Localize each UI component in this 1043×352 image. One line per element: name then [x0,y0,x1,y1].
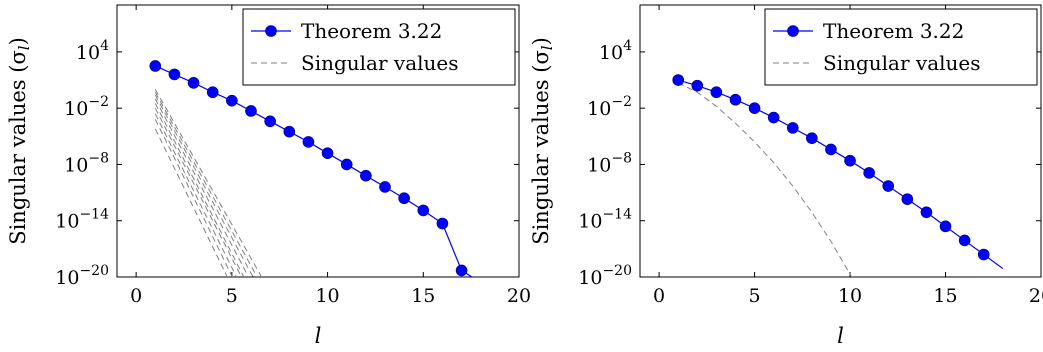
theorem-point [226,94,238,107]
y-tick-label: 104 [76,38,109,64]
singular-values-line [154,89,263,277]
theorem-point [302,136,315,148]
x-tick-label: 0 [130,285,142,307]
legend: Theorem 3.22 Singular values [242,8,516,86]
singular-values-line [154,103,245,277]
y-tick-label: 10−2 [64,94,109,120]
x-tick-label: 5 [226,285,238,307]
singular-values-line [154,128,228,277]
x-tick-label: 0 [653,285,665,307]
y-tick-label: 10−20 [578,263,632,289]
singular-values-line [677,82,853,277]
theorem-point [748,102,761,114]
singular-values-line [154,113,238,277]
theorem-point [672,74,684,86]
y-tick-label: 10−8 [64,150,109,176]
legend-theorem-label: Theorem 3.22 [301,19,442,43]
y-axis-label: Singular values (σl) [6,37,33,245]
singular-values-line [154,91,258,277]
legend-theorem-marker [787,25,799,37]
plot-frame [116,4,520,278]
theorem-point [455,264,468,277]
theorem-point [710,86,723,99]
singular-values-line [154,98,250,277]
x-tick-label: 10 [315,285,339,307]
theorem-point [939,220,952,233]
theorem-point [264,115,276,128]
legend-theorem-marker [265,25,277,37]
theorem-line [678,79,1004,270]
theorem-point [977,248,990,261]
theorem-point [436,217,449,230]
y-tick-label: 104 [599,38,632,64]
theorem-point [187,77,200,89]
theorem-point [245,105,257,117]
y-tick-label: 10−2 [587,94,632,120]
theorem-point [379,181,391,193]
theorem-point [786,122,799,134]
x-tick-label: 15 [933,285,957,307]
theorem-point [168,68,181,81]
legend-singular-label: Singular values [301,51,459,75]
data-layer [149,60,473,277]
theorem-point [283,125,296,138]
theorem-point [149,60,162,72]
theorem-point [806,132,818,144]
chart-panel-2: 0 5 10 15 20 104 10−2 10−8 10−14 10−20 l Singular v… [529,4,1043,348]
theorem-line [155,65,473,277]
theorem-point [825,143,837,156]
legend-theorem-label: Theorem 3.22 [823,19,964,43]
chart-panel-1: 0 5 10 15 20 104 10−2 10−8 10−14 10−20 l Singular v… [6,4,531,348]
y-axis-label: Singular values (σl) [529,37,556,245]
theorem-point [321,147,334,159]
y-tick-label: 10−14 [578,207,632,233]
x-tick-label: 15 [411,285,435,307]
theorem-point [729,93,742,106]
legend-box [242,8,516,86]
theorem-point [398,192,410,205]
plot-frame [639,4,1042,278]
theorem-point [901,193,914,205]
y-tick-label: 10−8 [587,150,632,176]
theorem-point [920,206,933,219]
legend-box [764,8,1038,86]
theorem-point [844,154,856,167]
x-axis-label: l [315,324,322,348]
theorem-point [882,180,895,192]
theorem-point [206,86,219,99]
singular-values-line [154,107,242,277]
x-axis-label: l [837,324,844,348]
theorem-point [417,204,430,217]
legend-singular-label: Singular values [823,51,981,75]
x-tick-label: 20 [1029,285,1043,307]
y-tick-label: 10−14 [55,207,109,233]
theorem-point [340,158,353,171]
theorem-point [360,169,372,182]
theorem-point [691,79,704,92]
x-tick-label: 10 [838,285,862,307]
x-tick-label: 20 [507,285,531,307]
legend: Theorem 3.22 Singular values [764,8,1038,86]
singular-values-line [154,94,254,277]
singular-values-line [154,119,233,277]
theorem-point [863,167,875,179]
y-tick-label: 10−20 [55,263,109,289]
theorem-point [958,234,971,247]
theorem-point [767,111,780,124]
x-tick-label: 5 [749,285,761,307]
data-layer [672,74,1004,277]
